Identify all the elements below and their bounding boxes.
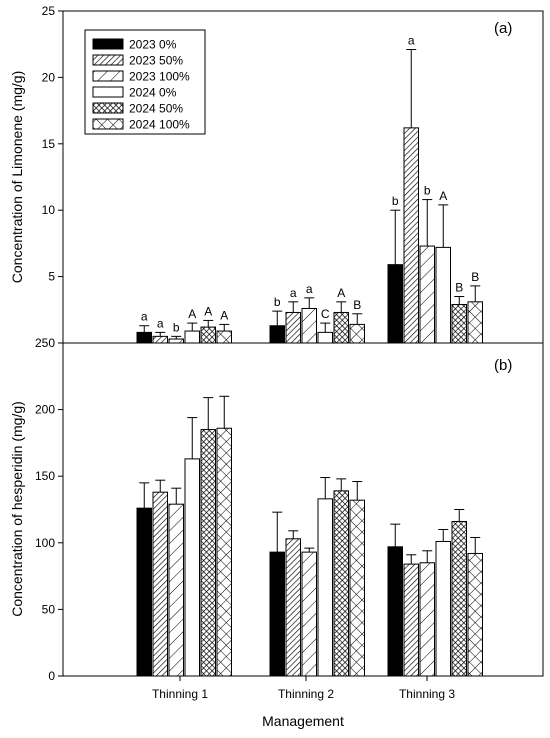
panel-a-significance-label: b <box>392 194 399 208</box>
panel-a-significance-label: B <box>455 281 463 295</box>
panel-a-bar <box>403 127 419 344</box>
panel-a-significance-label: b <box>274 295 281 309</box>
panel-b-bar <box>168 503 184 677</box>
panel-a-bar <box>467 301 483 344</box>
panel-b-y-ticks: 0 50 100 150 200 250 <box>35 336 63 683</box>
panel-b-bar <box>387 546 403 677</box>
panel-a-significance-label: B <box>353 298 361 312</box>
panel-a-y-tick-label: 5 <box>48 270 55 284</box>
panel-b-bar <box>349 499 365 677</box>
panel-b-bar <box>467 552 483 677</box>
x-axis-title: Management <box>262 713 344 729</box>
panel-b-bar <box>216 427 232 677</box>
panel-a-significance-label: a <box>408 34 415 48</box>
panel-a-y-tick-label: 15 <box>42 137 56 151</box>
panel-a-bar <box>349 323 365 344</box>
panel-b-bars <box>136 395 483 677</box>
panel-a-significance-label: A <box>204 304 212 318</box>
panel-a-significance-label: A <box>220 308 228 322</box>
panel-a-significance-label: a <box>306 282 313 296</box>
panel-a-bar <box>269 325 285 344</box>
panel-b-y-tick-label: 50 <box>42 602 56 616</box>
panel-a-y-tick-label: 25 <box>42 4 56 18</box>
legend: 2023 0% 2023 50% 2023 100% 2024 0% 2024 50% 2… <box>84 29 206 135</box>
x-tick-label: Thinning 3 <box>399 687 455 701</box>
panel-b-y-axis-title: Concentration of hesperidin (mg/g) <box>9 401 25 617</box>
panel-b-bar <box>301 551 317 677</box>
x-tick-label: Thinning 1 <box>152 687 208 701</box>
panel-b-bar <box>435 540 451 677</box>
legend-label: 2024 0% <box>129 86 177 100</box>
panel-a-bar <box>152 335 168 344</box>
panel-a-bar <box>451 303 467 344</box>
legend-label: 2023 100% <box>129 70 190 84</box>
legend-swatch <box>92 70 124 82</box>
panel-b-bar <box>285 538 301 677</box>
panel-a-label: (a) <box>494 20 512 37</box>
panel-b-bar <box>333 490 349 677</box>
panel-b-bar <box>403 563 419 677</box>
panel-b-bar <box>136 507 152 677</box>
panel-b-label: (b) <box>494 357 512 374</box>
panel-b-bar <box>200 429 216 677</box>
panel-a-significance-label: a <box>141 310 148 324</box>
panel-b-bar <box>317 498 333 677</box>
panel-a-bar <box>136 331 152 344</box>
legend-label: 2023 50% <box>129 54 183 68</box>
x-tick-label: Thinning 2 <box>278 687 334 701</box>
legend-swatch <box>92 86 124 98</box>
panel-b-bar <box>184 458 200 677</box>
panel-a-significance-label: A <box>337 286 345 300</box>
x-ticks: Thinning 1 Thinning 2 Thinning 3 <box>152 676 455 701</box>
legend-label: 2023 0% <box>129 38 177 52</box>
panel-b-y-tick-label: 100 <box>35 536 55 550</box>
panel-a-significance-label: a <box>157 316 164 330</box>
panel-a-y-ticks: 5 10 15 20 25 <box>42 4 63 284</box>
panel-a-significance-label: B <box>471 270 479 284</box>
panel-a-y-tick-label: 20 <box>42 70 56 84</box>
panel-a-bar <box>200 326 216 344</box>
panel-a-significance-label: A <box>439 189 447 203</box>
panel-a-significance-label: b <box>424 184 431 198</box>
legend-swatch <box>92 38 124 50</box>
panel-a-bar <box>285 311 301 344</box>
panel-a-bar <box>387 264 403 344</box>
panel-a-bar <box>184 330 200 344</box>
panel-a-significance-label: a <box>290 286 297 300</box>
legend-swatch <box>92 118 124 130</box>
panel-a-bar <box>333 311 349 344</box>
legend-swatch <box>92 102 124 114</box>
panel-a-bar <box>435 246 451 344</box>
panel-a-bar <box>168 338 184 344</box>
legend-label: 2024 50% <box>129 102 183 116</box>
legend-label: 2024 100% <box>129 118 190 132</box>
panel-b-y-tick-label: 150 <box>35 469 55 483</box>
panel-a-bar <box>419 245 435 344</box>
panel-a-bar <box>317 331 333 344</box>
panel-a-bar <box>301 307 317 344</box>
panel-a-bar <box>216 330 232 344</box>
panel-b-bar <box>451 520 467 677</box>
panel-a-y-tick-label: 10 <box>42 203 56 217</box>
panel-b-bar <box>419 562 435 677</box>
panel-a-significance-label: A <box>188 307 196 321</box>
panel-b-bar <box>269 551 285 677</box>
legend-swatch <box>92 54 124 66</box>
panel-a-significance-label: b <box>173 320 180 334</box>
panel-b-y-tick-label: 0 <box>48 669 55 683</box>
panel-a-y-axis-title: Concentration of Limonene (mg/g) <box>9 71 25 283</box>
panel-b-y-tick-label: 250 <box>35 336 55 350</box>
panel-b-y-tick-label: 200 <box>35 403 55 417</box>
panel-b-bar <box>152 491 168 677</box>
panel-a-significance-label: C <box>321 307 330 321</box>
